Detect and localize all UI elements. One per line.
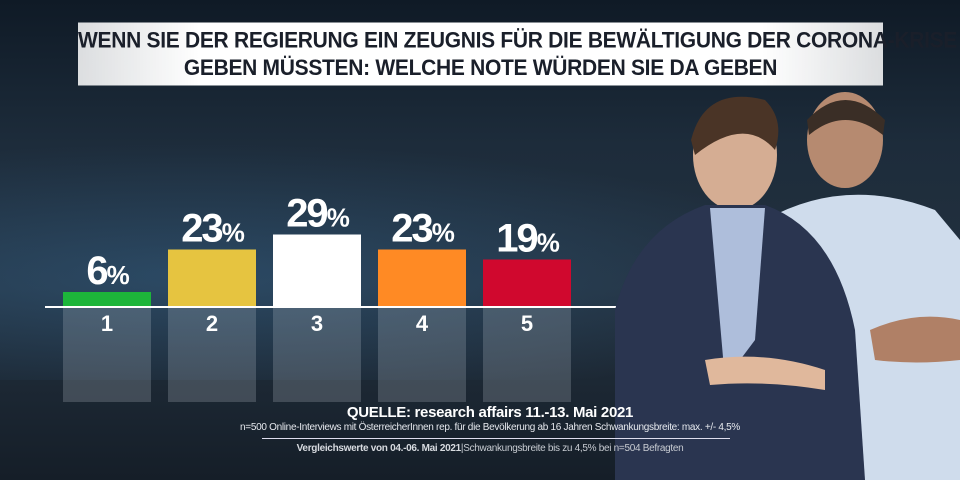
category-label: 3 bbox=[311, 311, 323, 336]
bar bbox=[483, 259, 571, 307]
bar bbox=[63, 292, 151, 307]
bar bbox=[378, 249, 466, 307]
value-label: 6% bbox=[86, 249, 129, 293]
category-label: 2 bbox=[206, 311, 218, 336]
source-divider bbox=[262, 438, 730, 439]
bar-reflection bbox=[378, 307, 466, 402]
title-line-1: WENN SIE DER REGIERUNG EIN ZEUGNIS FÜR D… bbox=[78, 28, 958, 53]
comparison-date: Vergleichswerte von 04.-06. Mai 2021 bbox=[296, 443, 462, 454]
bar bbox=[273, 234, 361, 307]
value-label: 29% bbox=[286, 192, 350, 236]
bar-reflection bbox=[483, 307, 571, 402]
category-label: 5 bbox=[521, 311, 533, 336]
source-title: QUELLE: research affairs 11.-13. Mai 202… bbox=[346, 404, 634, 421]
comparison-detail: |Schwankungsbreite bis zu 4,5% bei n=504… bbox=[460, 443, 684, 454]
value-label: 23% bbox=[181, 207, 245, 251]
bar-reflection bbox=[273, 307, 361, 402]
source-block: QUELLE: research affairs 11.-13. Mai 202… bbox=[240, 404, 740, 454]
title-line-2: GEBEN MÜSSTEN: WELCHE NOTE WÜRDEN SIE DA… bbox=[183, 56, 778, 81]
bar-reflection bbox=[63, 307, 151, 402]
chart-title: WENN SIE DER REGIERUNG EIN ZEUGNIS FÜR D… bbox=[78, 22, 958, 86]
bar bbox=[168, 249, 256, 307]
bar-reflection bbox=[168, 307, 256, 402]
value-label: 19% bbox=[496, 217, 560, 261]
person-left bbox=[615, 96, 865, 480]
category-label: 4 bbox=[416, 311, 429, 336]
source-method: n=500 Online-Interviews mit Österreicher… bbox=[240, 422, 740, 433]
politicians-photo bbox=[615, 92, 960, 480]
comparison-note: Vergleichswerte von 04.-06. Mai 2021|Sch… bbox=[240, 443, 740, 454]
value-label: 23% bbox=[391, 207, 455, 251]
category-label: 1 bbox=[101, 311, 113, 336]
